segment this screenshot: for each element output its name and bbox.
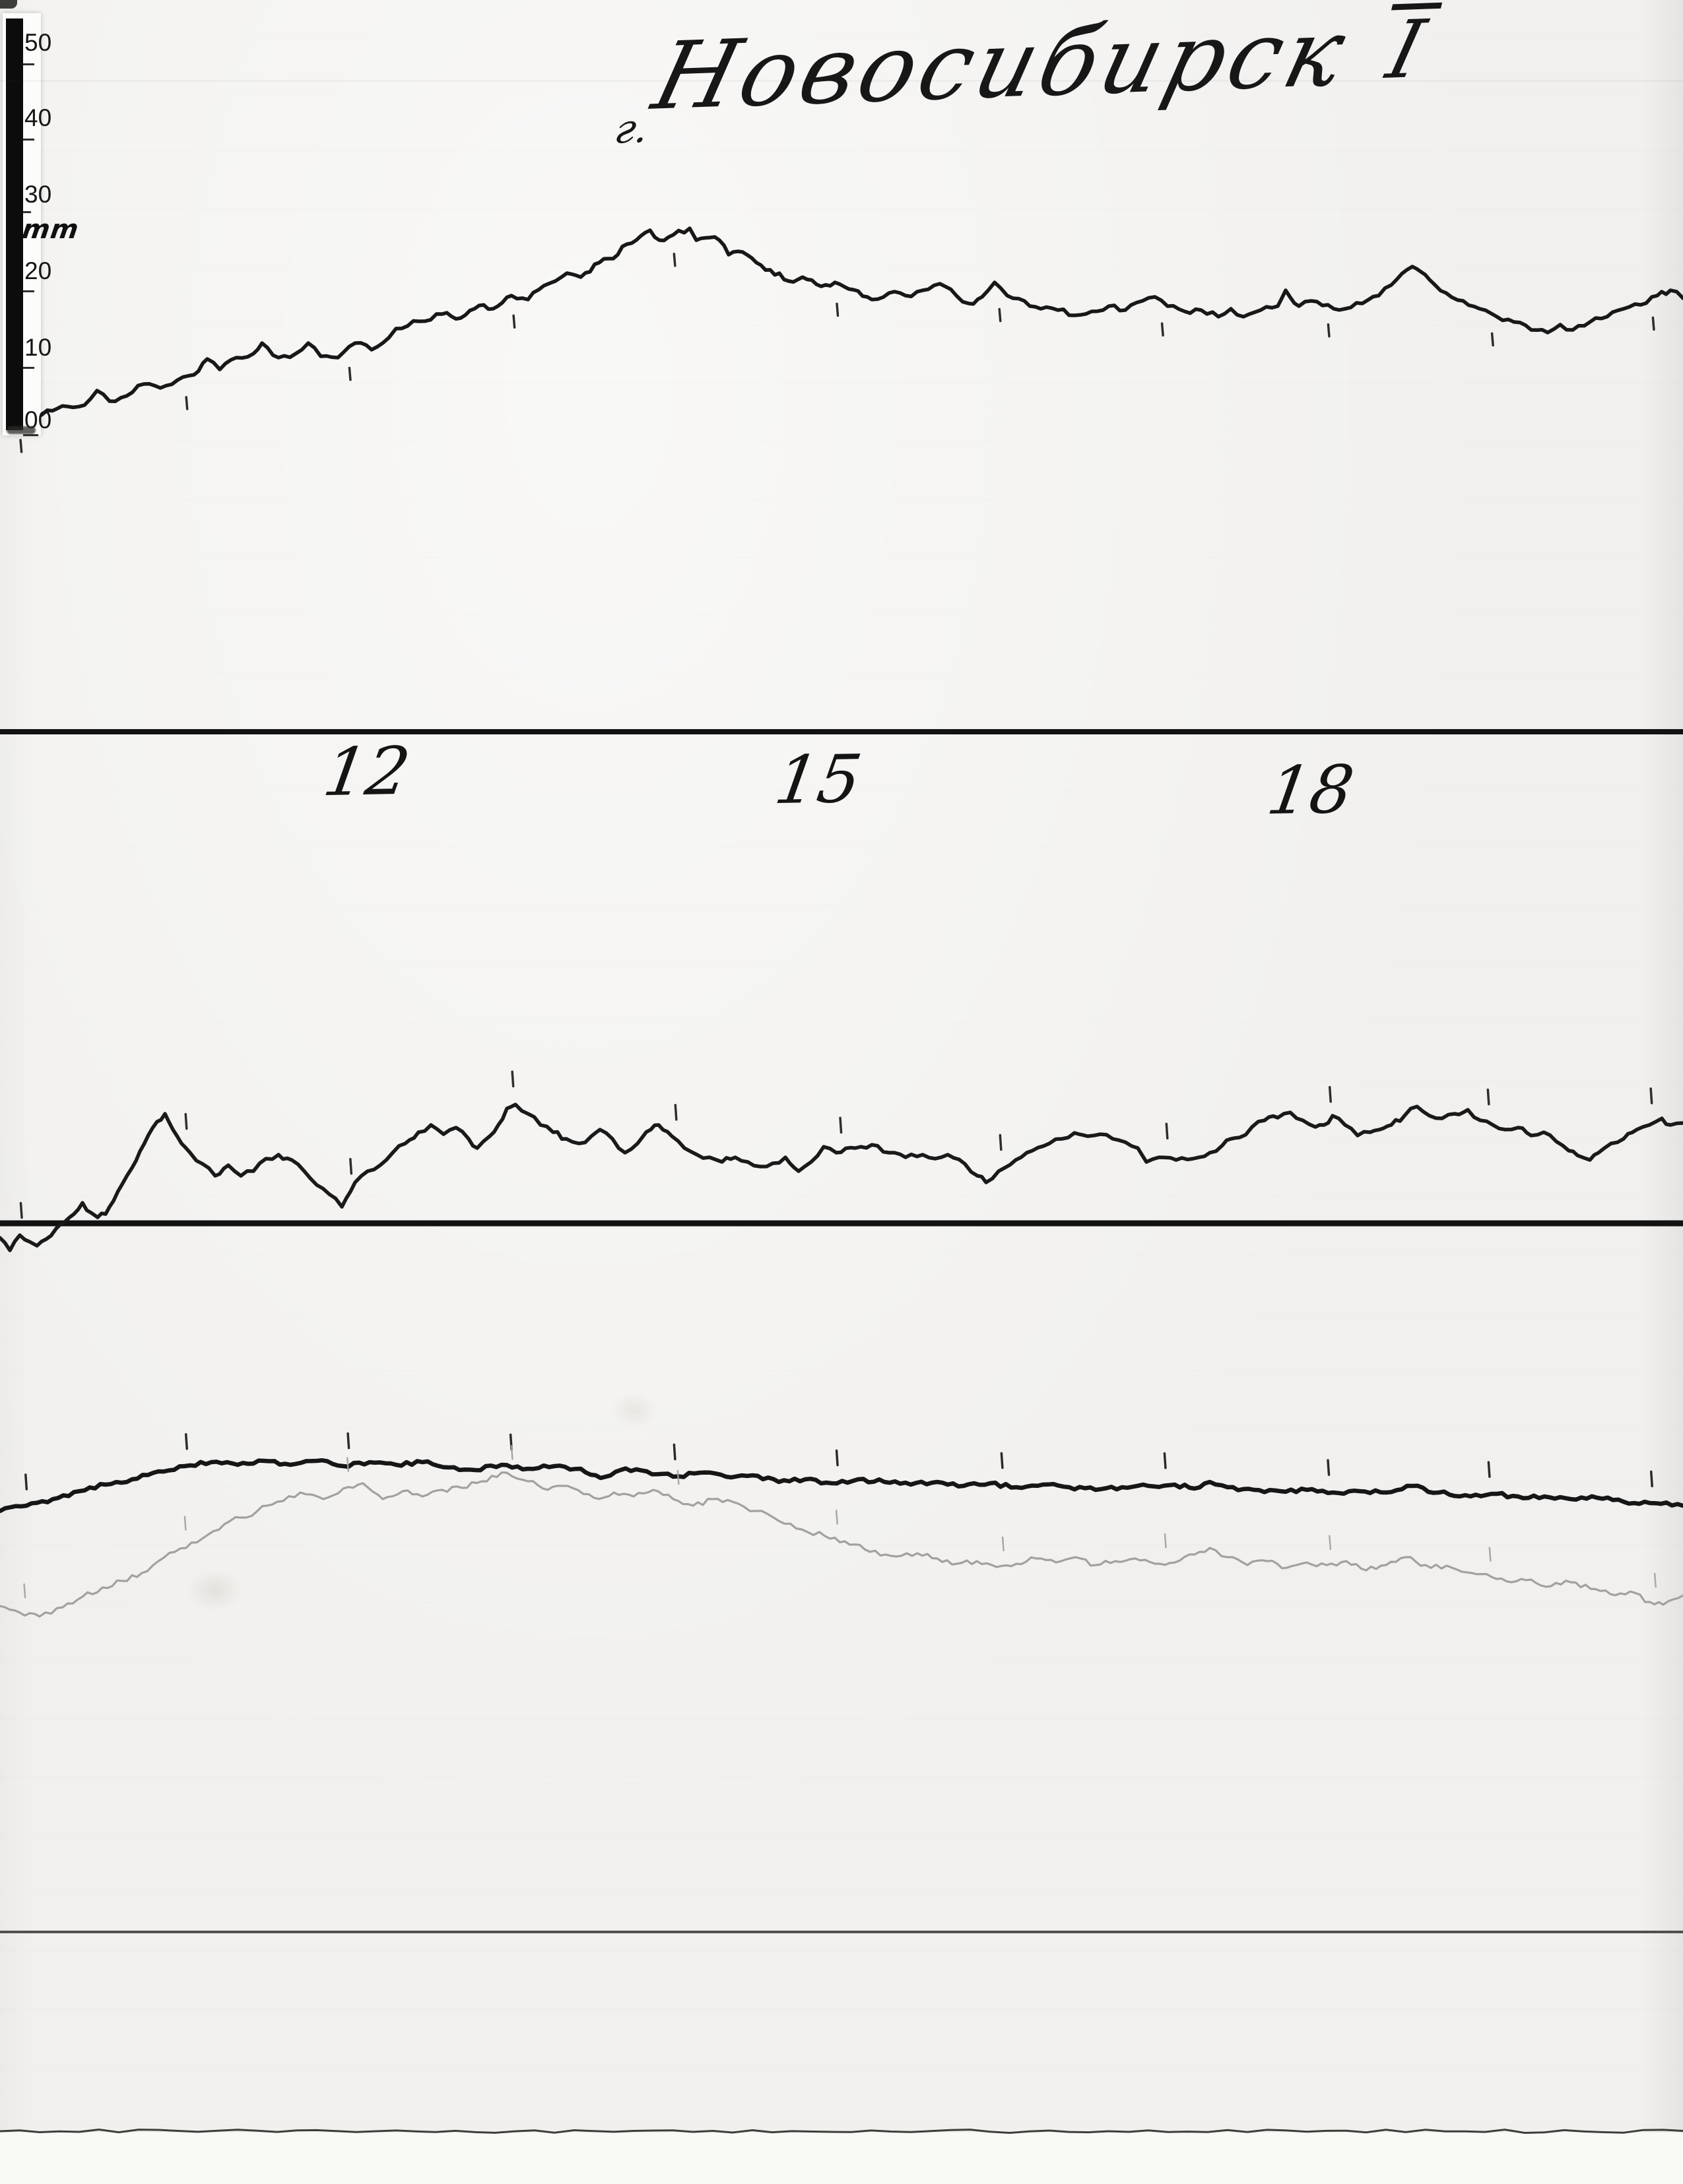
- hour-mark-tick: [999, 1134, 1003, 1151]
- title-city: Новосибирск: [644, 0, 1360, 132]
- hour-mark-tick: [1001, 1536, 1005, 1552]
- ruler-label-50: 50: [24, 29, 52, 56]
- ruler-black-bar: [6, 18, 23, 430]
- hour-mark-tick: [836, 302, 840, 317]
- hour-label-15: 15: [770, 740, 867, 819]
- hour-mark-tick: [1327, 323, 1331, 338]
- hour-label-18: 18: [1262, 750, 1359, 830]
- hour-mark-tick: [1488, 1547, 1492, 1562]
- ruler-tick: [23, 434, 38, 436]
- ruler-label-20: 20: [24, 257, 52, 284]
- hour-mark-tick: [348, 366, 352, 381]
- hour-mark-tick: [185, 396, 189, 410]
- ruler-label-30: 30: [24, 181, 52, 208]
- hour-mark-tick: [835, 1510, 838, 1525]
- trace-3-lower-black-path: [0, 1458, 1683, 1514]
- trace-4-lower-gray-path: [0, 1471, 1683, 1618]
- ruler-tick: [23, 63, 34, 65]
- ruler-label-40: 40: [24, 104, 52, 131]
- hour-mark-tick: [1653, 1572, 1657, 1588]
- scan-speck: [0, 0, 17, 9]
- ruler-label-10: 10: [24, 334, 52, 361]
- hour-mark-tick: [1487, 1461, 1491, 1478]
- hour-mark-tick: [24, 1473, 28, 1491]
- ruler-tick: [23, 367, 34, 369]
- hour-mark-tick: [676, 1469, 680, 1485]
- scanner-background: [0, 2133, 1683, 2184]
- hour-mark-tick: [839, 1116, 843, 1134]
- station-title: г.Новосибирск I: [611, 0, 1443, 153]
- mm-scale-ruler: 50 40 30 mm 20 10 00: [3, 13, 81, 436]
- trace-1-top-path: [15, 226, 1683, 424]
- hour-mark-tick: [1165, 1122, 1169, 1140]
- ruler-tick: [23, 290, 34, 292]
- hour-mark-tick: [346, 1457, 349, 1472]
- hour-mark-tick: [510, 1445, 513, 1460]
- hour-mark-tick: [19, 439, 23, 453]
- paper-stain: [610, 1392, 658, 1429]
- hour-mark-tick: [1160, 322, 1164, 337]
- hour-mark-tick: [1649, 1470, 1653, 1488]
- hour-mark-tick: [349, 1157, 353, 1175]
- hour-mark-tick: [673, 253, 676, 267]
- hour-mark-tick: [835, 1449, 839, 1467]
- scan-speck: [7, 426, 36, 434]
- hour-mark-tick: [1651, 316, 1655, 331]
- hour-mark-tick: [674, 1103, 678, 1121]
- hour-mark-tick: [998, 307, 1002, 323]
- paper-crease: [0, 80, 1683, 82]
- hour-mark-tick: [19, 1202, 23, 1219]
- hour-mark-tick: [184, 1112, 188, 1130]
- ruler-tick: [23, 211, 31, 213]
- ruler-tick: [23, 139, 34, 141]
- hour-mark-tick: [1329, 1535, 1332, 1551]
- hour-mark-tick: [673, 1443, 676, 1461]
- hour-mark-tick: [23, 1583, 26, 1599]
- paper-bottom-edge: [0, 2128, 1683, 2135]
- hour-mark-tick: [184, 1432, 188, 1450]
- hour-mark-tick: [1649, 1087, 1653, 1105]
- hour-mark-tick: [1486, 1088, 1490, 1106]
- hour-mark-tick: [1490, 332, 1494, 347]
- hour-mark-tick: [183, 1516, 187, 1531]
- hour-mark-tick: [1164, 1533, 1167, 1549]
- ruler-unit-label: mm: [20, 214, 81, 245]
- hour-mark-tick: [1000, 1452, 1004, 1469]
- hour-mark-tick: [1327, 1459, 1331, 1476]
- hour-label-12: 12: [318, 732, 415, 812]
- hour-mark-tick: [1328, 1085, 1332, 1103]
- hour-mark-tick: [511, 1070, 515, 1088]
- hour-mark-tick: [1163, 1452, 1167, 1469]
- trace-2-middle-path: [0, 1103, 1683, 1252]
- hour-mark-tick: [512, 314, 516, 329]
- paper-stain: [186, 1569, 243, 1611]
- hour-mark-tick: [346, 1432, 350, 1450]
